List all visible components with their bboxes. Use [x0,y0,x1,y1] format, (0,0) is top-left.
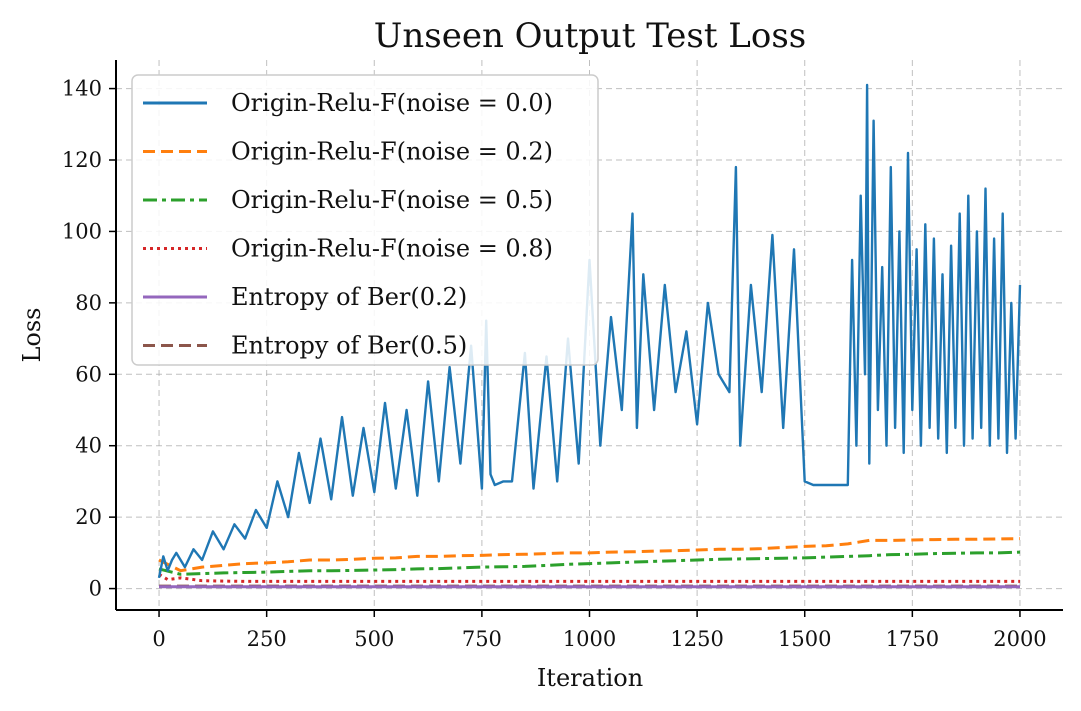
y-tick-label: 40 [75,434,102,458]
legend-label-5: Entropy of Ber(0.5) [231,332,467,360]
legend-label-0: Origin-Relu-F(noise = 0.0) [231,89,553,117]
x-tick-label: 1000 [563,627,616,651]
x-tick-label: 1500 [778,627,831,651]
x-tick-label: 2000 [993,627,1046,651]
legend-box [131,74,599,366]
x-tick-label: 1750 [886,627,939,651]
series-line-2 [158,550,1021,576]
legend-label-1: Origin-Relu-F(noise = 0.2) [231,138,553,166]
legend-label-3: Origin-Relu-F(noise = 0.8) [231,235,553,263]
x-ticks: 0 250 500 750 1000 1250 1500 1750 2000 [152,610,1047,651]
chart-title: Unseen Output Test Loss [374,16,807,56]
x-tick-label: 250 [247,627,287,651]
x-tick-label: 500 [354,627,394,651]
x-tick-label: 750 [462,627,502,651]
y-tick-label: 140 [62,77,102,101]
y-tick-label: 0 [89,577,102,601]
x-tick-label: 1250 [670,627,723,651]
y-axis-label: Loss [18,307,46,362]
series-line-0 [157,83,1022,579]
y-tick-label: 20 [75,505,102,529]
legend-label-2: Origin-Relu-F(noise = 0.5) [231,186,553,214]
y-tick-label: 100 [62,219,102,243]
y-tick-label: 60 [75,362,102,386]
legend: Origin-Relu-F(noise = 0.0) Origin-Relu-F(… [131,74,599,366]
y-tick-label: 120 [62,148,102,172]
legend-label-4: Entropy of Ber(0.2) [231,283,467,311]
y-tick-label: 80 [75,291,102,315]
x-tick-label: 0 [152,627,165,651]
y-ticks: 0 20 40 60 80 100 120 140 [62,77,116,601]
x-axis-label: Iteration [537,664,643,692]
series-line-1 [158,537,1021,573]
series-lines [157,83,1022,589]
